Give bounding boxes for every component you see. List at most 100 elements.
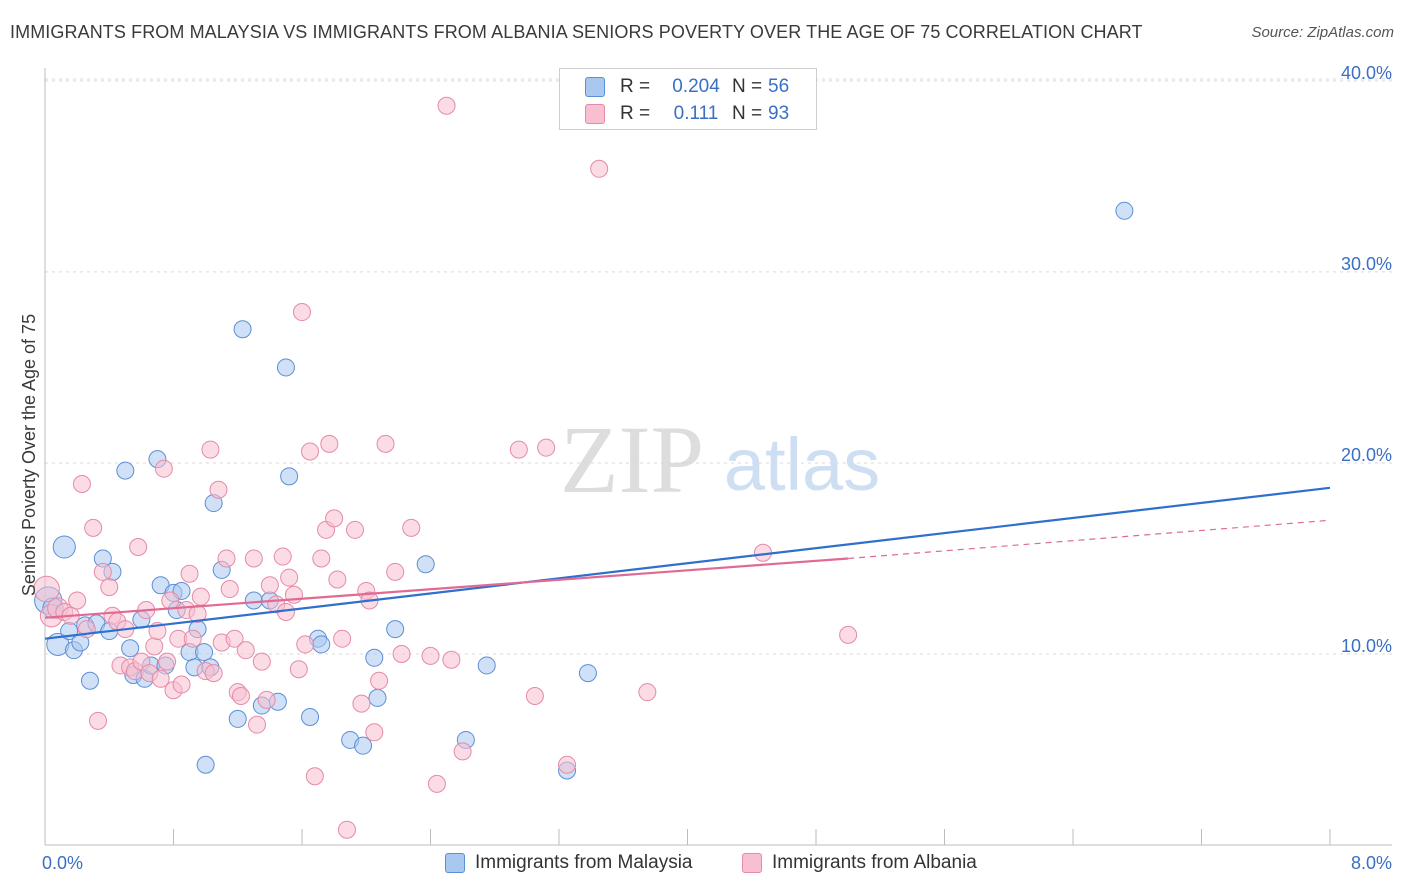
albania-point bbox=[244, 549, 263, 568]
albania-point bbox=[442, 650, 461, 669]
albania-point bbox=[346, 520, 365, 539]
albania-point bbox=[154, 459, 173, 478]
legend-item-albania[interactable]: Immigrants from Albania bbox=[742, 852, 977, 874]
albania-point bbox=[145, 637, 164, 656]
albania-point bbox=[129, 538, 148, 557]
series-legend: Immigrants from Malaysia Immigrants from… bbox=[0, 852, 1406, 878]
albania-point bbox=[217, 549, 236, 568]
tick-labels: 10.0% 20.0% 30.0% 40.0% 0.0% 8.0% bbox=[42, 63, 1392, 873]
n-value: 93 bbox=[768, 103, 790, 124]
r-value: 0.111 bbox=[673, 103, 719, 124]
albania-point bbox=[427, 774, 446, 793]
albania-point bbox=[293, 303, 311, 322]
albania-point bbox=[325, 509, 344, 528]
albania-point bbox=[151, 669, 170, 688]
albania-point bbox=[72, 474, 91, 493]
malaysia-point bbox=[368, 688, 387, 707]
malaysia-point bbox=[386, 620, 405, 639]
malaysia-point bbox=[312, 635, 331, 654]
malaysia-point bbox=[354, 736, 373, 755]
albania-point bbox=[386, 562, 405, 581]
malaysia-point bbox=[196, 755, 215, 774]
albania-point bbox=[352, 694, 371, 713]
n-label: N = bbox=[732, 103, 763, 124]
y-tick-label: 30.0% bbox=[1341, 254, 1392, 274]
albania-point bbox=[172, 675, 191, 694]
malaysia-point bbox=[280, 467, 299, 486]
albania-point bbox=[638, 683, 657, 702]
albania-point bbox=[280, 568, 299, 587]
malaysia-point bbox=[195, 643, 214, 662]
malaysia-point bbox=[52, 535, 76, 559]
malaysia-point bbox=[578, 664, 597, 683]
y-tick-label: 20.0% bbox=[1341, 445, 1392, 465]
albania-point bbox=[273, 547, 292, 566]
albania-point bbox=[328, 570, 347, 589]
albania-point bbox=[453, 742, 472, 761]
n-value: 56 bbox=[768, 76, 790, 97]
albania-point bbox=[370, 671, 389, 690]
albania-point bbox=[365, 723, 384, 742]
malaysia-swatch bbox=[445, 853, 465, 873]
albania-point bbox=[225, 629, 244, 648]
r-label: R = bbox=[620, 76, 651, 97]
x-tick-label: 0.0% bbox=[42, 853, 83, 873]
malaysia-point bbox=[477, 656, 496, 675]
malaysia-trend-line bbox=[44, 486, 1331, 640]
legend-label-albania: Immigrants from Albania bbox=[772, 852, 977, 873]
albania-point bbox=[376, 434, 395, 453]
albania-point bbox=[183, 629, 202, 648]
r-label: R = bbox=[620, 103, 651, 124]
albania-point bbox=[402, 518, 421, 537]
albania-point bbox=[257, 690, 276, 709]
malaysia-point bbox=[301, 708, 320, 727]
watermark-zip: ZIP bbox=[560, 406, 704, 513]
x-tick-label: 8.0% bbox=[1351, 853, 1392, 873]
albania-point bbox=[333, 629, 352, 648]
albania-point bbox=[84, 518, 103, 537]
malaysia-point bbox=[276, 358, 295, 377]
albania-point bbox=[320, 434, 339, 453]
albania-point bbox=[231, 687, 250, 706]
albania-point bbox=[204, 664, 223, 683]
albania-point bbox=[558, 755, 577, 774]
albania-trend-line bbox=[44, 557, 849, 619]
albania-point bbox=[209, 480, 228, 499]
r-value: 0.204 bbox=[672, 76, 720, 97]
albania-swatch bbox=[742, 853, 762, 873]
albania-point bbox=[252, 652, 271, 671]
albania-point bbox=[93, 562, 112, 581]
albania-point bbox=[839, 625, 858, 644]
axes bbox=[44, 68, 1392, 846]
albania-point bbox=[525, 687, 544, 706]
albania-point bbox=[220, 580, 239, 599]
albania-point bbox=[421, 646, 440, 665]
albania-point bbox=[191, 587, 210, 606]
albania-point bbox=[296, 635, 315, 654]
y-tick-label: 40.0% bbox=[1341, 63, 1392, 83]
albania-point bbox=[33, 575, 60, 603]
albania-point bbox=[509, 440, 528, 459]
albania-point bbox=[161, 591, 180, 610]
malaysia-point bbox=[228, 709, 247, 728]
albania-swatch bbox=[585, 104, 605, 124]
chart-title: IMMIGRANTS FROM MALAYSIA VS IMMIGRANTS F… bbox=[10, 22, 1143, 42]
n-label: N = bbox=[732, 76, 763, 97]
trend-lines bbox=[44, 486, 1331, 640]
albania-point bbox=[89, 711, 108, 730]
albania-point bbox=[100, 578, 119, 597]
malaysia-point bbox=[244, 591, 263, 610]
source-label: Source: ZipAtlas.com bbox=[1251, 24, 1394, 41]
malaysia-point bbox=[116, 461, 135, 480]
malaysia-point bbox=[365, 648, 384, 667]
malaysia-point bbox=[121, 639, 140, 658]
albania-point bbox=[68, 591, 87, 610]
legend-item-malaysia[interactable]: Immigrants from Malaysia bbox=[445, 852, 693, 874]
y-axis-label: Seniors Poverty Over the Age of 75 bbox=[19, 314, 39, 596]
albania-trend-extension bbox=[848, 519, 1331, 560]
malaysia-point bbox=[80, 671, 99, 690]
albania-point bbox=[590, 159, 609, 178]
watermark-atlas: atlas bbox=[724, 423, 880, 506]
albania-point bbox=[201, 440, 220, 459]
